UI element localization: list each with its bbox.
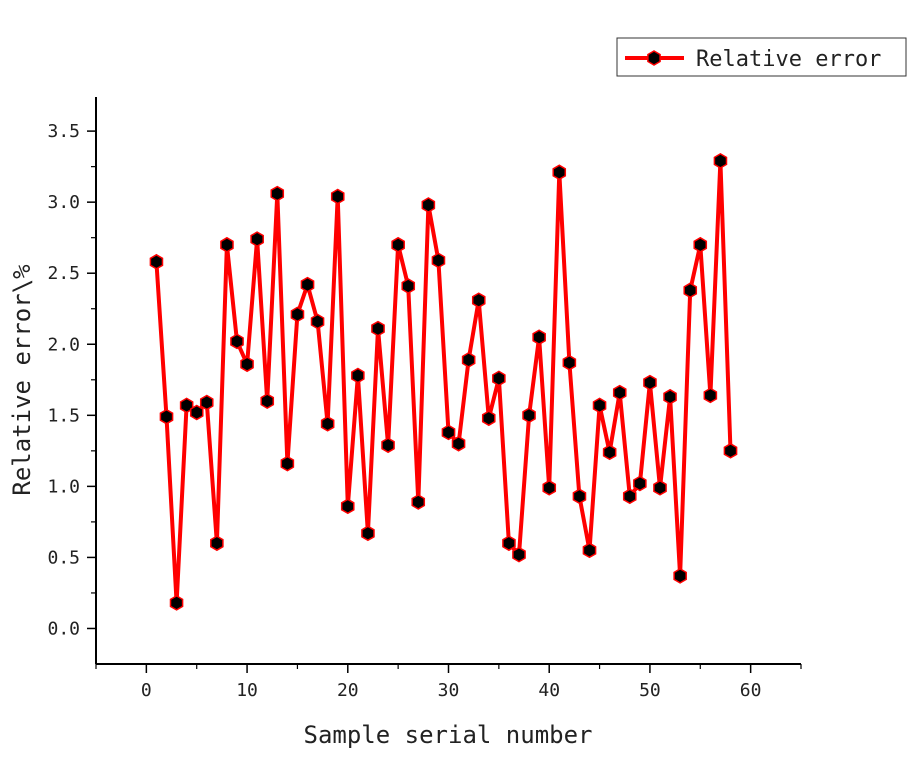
x-axis-label: Sample serial number [304, 721, 593, 749]
data-point [280, 455, 295, 472]
data-point [683, 282, 698, 299]
data-point [401, 278, 416, 294]
data-point [552, 164, 567, 181]
data-point [310, 313, 325, 330]
data-point [582, 542, 597, 559]
data-point [290, 306, 305, 323]
data-point [340, 498, 355, 515]
data-point [330, 188, 345, 205]
data-point [532, 329, 546, 346]
axes: 0 10 20 30 40 50 60 0.0 0.5 1.0 1.5 2.0 2.5 3.0 3.5 [47, 97, 802, 701]
data-point [220, 236, 234, 253]
data-point [351, 367, 365, 384]
data-point [653, 479, 667, 496]
data-point [270, 185, 285, 202]
data-point [381, 437, 395, 454]
data-point [703, 387, 718, 404]
y-tick-label: 0.0 [47, 618, 80, 639]
data-point [512, 546, 526, 563]
data-point [320, 415, 335, 432]
data-point [602, 444, 617, 461]
x-tick-label: 40 [538, 680, 560, 701]
data-point [673, 568, 687, 584]
data-point [300, 276, 315, 293]
y-tick-label: 3.0 [47, 192, 80, 213]
series-line [154, 158, 733, 605]
data-point [159, 408, 174, 425]
data-point [179, 397, 194, 414]
data-point [492, 370, 506, 387]
data-point [663, 388, 677, 405]
y-tick-label: 3.5 [47, 121, 80, 142]
x-tick-label: 50 [639, 680, 661, 701]
y-axis-label: Relative error\% [8, 264, 36, 496]
x-tick-label: 0 [141, 680, 152, 701]
data-point [633, 475, 647, 492]
data-point [542, 479, 557, 496]
data-point [431, 252, 446, 269]
data-point [693, 236, 708, 253]
data-point [391, 236, 405, 253]
data-point [361, 525, 375, 542]
y-tick-label: 1.0 [47, 476, 80, 497]
x-tick-label: 30 [438, 680, 460, 701]
data-point [260, 393, 275, 409]
data-point [502, 535, 516, 552]
y-tick-label: 0.5 [47, 547, 80, 568]
data-point [471, 292, 486, 309]
series-relative-error [149, 153, 738, 611]
data-point [643, 374, 657, 391]
data-point [481, 410, 496, 427]
x-tick-label: 10 [236, 680, 258, 701]
data-point [210, 535, 224, 552]
data-point [713, 153, 728, 169]
data-point [189, 404, 204, 421]
legend-label: Relative error [696, 47, 881, 72]
y-tick-label: 2.0 [47, 334, 80, 355]
data-point [622, 488, 637, 505]
data-point [723, 442, 738, 459]
data-point [149, 253, 164, 270]
data-point [169, 595, 184, 611]
y-tick-label: 2.5 [47, 263, 80, 284]
y-tick-label: 1.5 [47, 405, 80, 426]
data-point [592, 397, 607, 414]
legend-marker-icon [647, 50, 661, 66]
data-point [612, 384, 627, 401]
data-point [250, 231, 264, 247]
data-point [371, 320, 385, 337]
x-tick-label: 60 [740, 680, 762, 701]
data-point [240, 356, 254, 373]
x-tick-label: 20 [337, 680, 359, 701]
data-point [562, 354, 577, 371]
data-point [441, 424, 456, 441]
data-point [461, 352, 476, 368]
data-point [421, 197, 436, 213]
data-point [411, 494, 426, 510]
data-point [199, 394, 214, 411]
legend: Relative error [616, 37, 907, 77]
data-point [522, 407, 536, 424]
data-point [572, 488, 587, 505]
data-point [230, 333, 244, 350]
data-point [451, 435, 466, 452]
